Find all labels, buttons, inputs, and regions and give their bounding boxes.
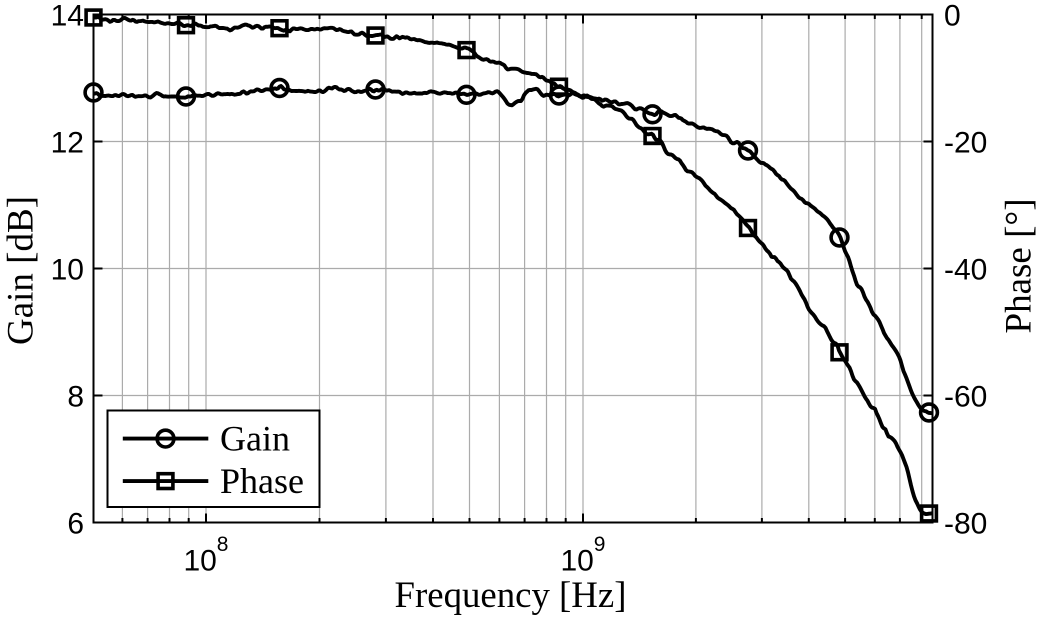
svg-text:-20: -20 (944, 126, 987, 159)
svg-text:14: 14 (51, 0, 84, 32)
svg-text:9: 9 (594, 533, 606, 556)
svg-text:12: 12 (51, 126, 84, 159)
svg-text:Phase: Phase (220, 461, 304, 501)
svg-text:Phase [°]: Phase [°] (999, 198, 1037, 333)
svg-text:Gain [dB]: Gain [dB] (1, 196, 42, 345)
svg-text:-80: -80 (944, 507, 987, 540)
svg-text:10: 10 (51, 253, 84, 286)
svg-text:8: 8 (67, 380, 84, 413)
svg-text:8: 8 (217, 533, 229, 556)
svg-text:-40: -40 (944, 253, 987, 286)
svg-text:-60: -60 (944, 380, 987, 413)
svg-text:10: 10 (561, 545, 594, 578)
svg-text:0: 0 (944, 0, 961, 32)
svg-text:Frequency [Hz]: Frequency [Hz] (395, 574, 627, 615)
svg-text:Gain: Gain (220, 419, 290, 459)
svg-text:6: 6 (67, 507, 84, 540)
svg-text:10: 10 (184, 545, 217, 578)
